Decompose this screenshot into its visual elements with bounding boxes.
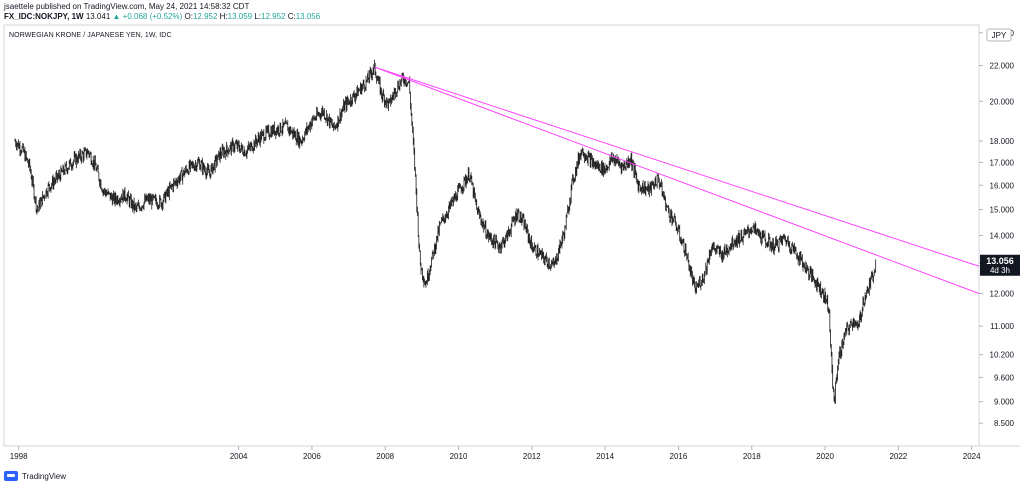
x-tick-label: 2018 xyxy=(743,452,761,461)
high-value: 13.059 xyxy=(227,12,253,21)
price-axis[interactable]: 24.000 22.000 20.000 18.000 17.000 16.000 15.0… xyxy=(979,29,1015,428)
y-tick-label: 10.200 xyxy=(990,351,1015,360)
currency-label: JPY xyxy=(992,31,1007,40)
open-value: 12.952 xyxy=(192,12,218,21)
x-tick-label: 2010 xyxy=(450,452,468,461)
x-tick-label: 2024 xyxy=(963,452,981,461)
publish-info: jsaettele published on TradingView.com, … xyxy=(4,2,250,11)
x-tick-label: 2012 xyxy=(523,452,541,461)
last-value: 13.041 xyxy=(85,12,111,21)
y-tick-label: 16.000 xyxy=(990,181,1015,190)
symbol-label: FX_IDC:NOKJPY, 1W xyxy=(4,12,84,21)
y-tick-label: 20.000 xyxy=(990,97,1015,106)
x-tick-label: 2020 xyxy=(816,452,834,461)
trendline-upper[interactable] xyxy=(374,66,980,267)
plot-frame xyxy=(3,24,980,447)
close-label: C: xyxy=(287,12,296,21)
trendlines-layer[interactable] xyxy=(374,66,980,294)
y-tick-label: 9.000 xyxy=(994,398,1015,407)
trendline-lower[interactable] xyxy=(374,66,980,294)
y-tick-label: 11.000 xyxy=(990,322,1014,331)
y-tick-label: 15.000 xyxy=(990,206,1015,215)
candles-layer xyxy=(14,59,877,404)
y-tick-label: 13.000 xyxy=(990,259,1015,268)
chart-title: NORWEGIAN KRONE / JAPANESE YEN, 1W, IDC xyxy=(9,32,172,39)
y-tick-label: 9.600 xyxy=(994,373,1015,382)
change-value: ▲ +0.068 (+0.52%) xyxy=(112,12,183,21)
y-tick-label: 24.000 xyxy=(990,29,1015,38)
x-tick-label: 2016 xyxy=(670,452,688,461)
bar-countdown: 4d 3h xyxy=(990,266,1010,275)
high-label: H: xyxy=(219,12,228,21)
footer-brand[interactable]: TradingView xyxy=(4,471,66,481)
x-tick-label: 2004 xyxy=(230,452,248,461)
currency-badge: JPY xyxy=(986,28,1012,42)
chart-header: jsaettele published on TradingView.com, … xyxy=(4,2,320,22)
brand-label: TradingView xyxy=(22,471,67,481)
low-label: L: xyxy=(254,12,262,21)
open-label: O: xyxy=(184,12,193,21)
time-axis[interactable]: 1998 2004 2006 2008 2010 2012 2014 2016 2018 2020… xyxy=(10,446,981,461)
y-tick-label: 22.000 xyxy=(990,61,1015,70)
x-tick-label: 2022 xyxy=(889,452,907,461)
x-tick-label: 2008 xyxy=(376,452,394,461)
y-tick-label: 14.000 xyxy=(990,232,1015,241)
y-tick-label: 8.500 xyxy=(994,419,1015,428)
x-tick-label: 2014 xyxy=(596,452,614,461)
y-tick-label: 17.000 xyxy=(990,158,1015,167)
low-value: 12.952 xyxy=(261,12,286,21)
close-value: 13.056 xyxy=(295,12,321,21)
y-tick-label: 18.000 xyxy=(990,137,1015,146)
x-tick-label: 2006 xyxy=(303,452,321,461)
last-price-value: 13.056 xyxy=(986,256,1014,266)
last-price-box xyxy=(980,254,1020,276)
y-tick-label: 12.000 xyxy=(990,289,1015,298)
x-tick-label: 1998 xyxy=(10,452,28,461)
tradingview-logo-icon xyxy=(4,471,18,481)
ohlc-line: FX_IDC:NOKJPY, 1W 13.041 ▲ +0.068 (+0.52… xyxy=(4,12,320,22)
